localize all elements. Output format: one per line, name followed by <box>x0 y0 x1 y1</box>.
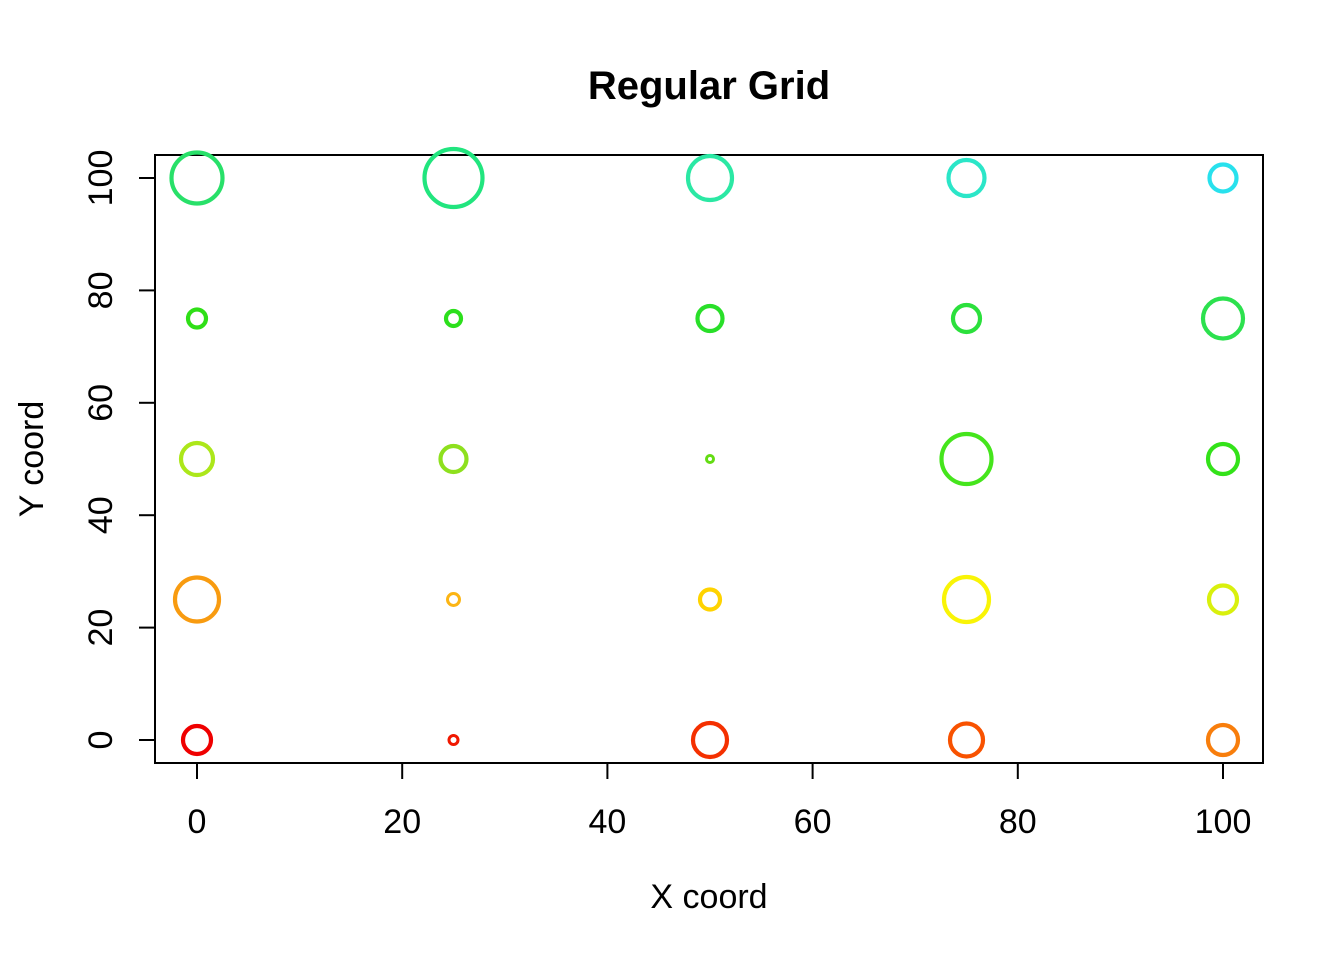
y-tick-label: 100 <box>82 150 120 207</box>
y-tick-label: 0 <box>82 731 120 750</box>
x-tick-label: 80 <box>999 803 1037 841</box>
y-tick-label: 40 <box>82 496 120 534</box>
data-point <box>946 157 987 199</box>
data-point <box>1200 296 1246 341</box>
data-point <box>185 307 209 330</box>
data-point <box>178 440 216 478</box>
x-tick-label: 100 <box>1195 803 1252 841</box>
data-point <box>169 150 225 206</box>
y-axis-title: Y coord <box>13 400 51 518</box>
y-tick-label: 60 <box>82 384 120 422</box>
x-tick-label: 20 <box>383 803 421 841</box>
data-point <box>1207 162 1239 194</box>
data-point <box>697 587 723 612</box>
y-tick-label: 20 <box>82 609 120 647</box>
data-point <box>422 146 485 210</box>
data-point <box>939 431 994 487</box>
data-point <box>443 308 464 329</box>
data-point <box>446 592 461 607</box>
chart-title: Regular Grid <box>587 64 831 108</box>
x-tick-label: 40 <box>588 803 626 841</box>
data-point <box>685 153 735 203</box>
data-point <box>1205 441 1241 477</box>
data-point <box>950 302 983 335</box>
plot-border <box>154 154 1264 764</box>
data-point <box>180 723 214 757</box>
data-point <box>947 721 986 759</box>
x-tick-label: 0 <box>188 803 207 841</box>
data-point <box>1205 722 1241 758</box>
y-tick-label: 80 <box>82 271 120 309</box>
data-point <box>705 454 715 464</box>
data-point <box>690 720 730 760</box>
data-point <box>447 734 460 746</box>
x-tick-label: 60 <box>794 803 832 841</box>
data-point <box>695 303 725 334</box>
data-point <box>1206 583 1240 616</box>
x-axis-title: X coord <box>650 878 768 916</box>
data-point <box>941 574 992 625</box>
data-point <box>172 575 222 624</box>
data-point <box>438 443 469 475</box>
